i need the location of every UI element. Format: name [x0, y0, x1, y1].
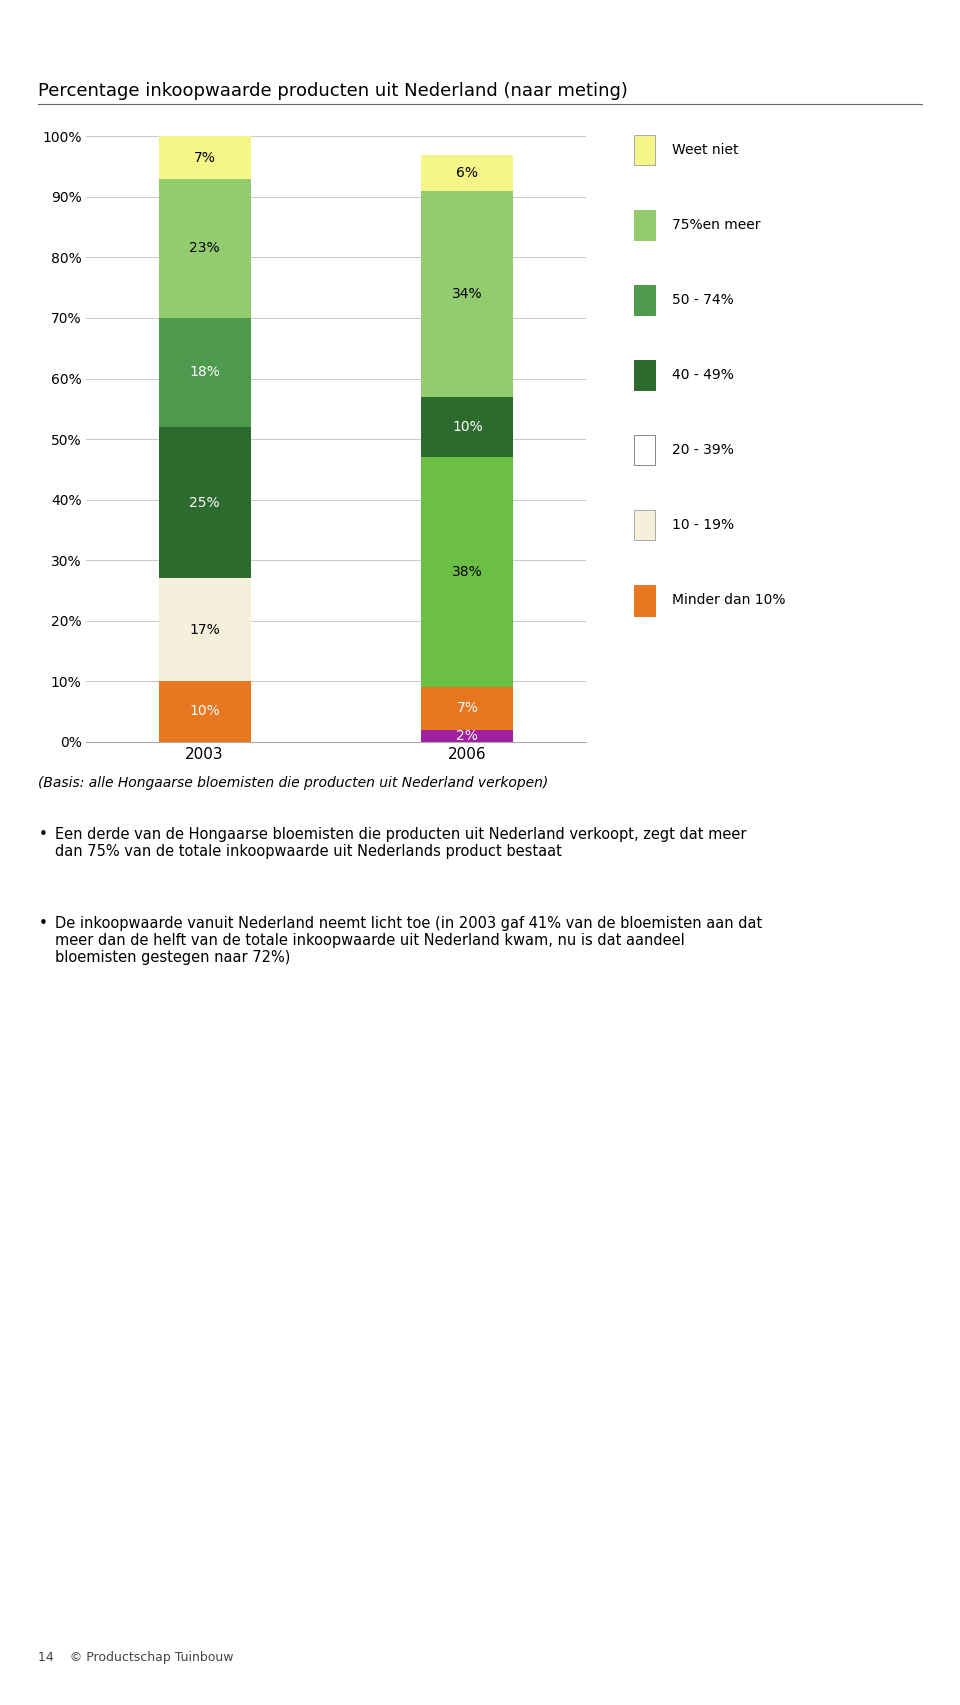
Text: Minder dan 10%: Minder dan 10%: [672, 593, 785, 607]
Text: 75%en meer: 75%en meer: [672, 218, 760, 232]
Text: 7%: 7%: [194, 150, 216, 165]
Text: 38%: 38%: [452, 564, 483, 580]
Bar: [158, 682, 251, 742]
Text: 10%: 10%: [189, 704, 220, 718]
Bar: [421, 730, 514, 742]
Text: 6%: 6%: [456, 165, 478, 179]
Text: •: •: [38, 827, 47, 842]
Bar: [158, 426, 251, 578]
Text: 23%: 23%: [189, 242, 220, 256]
Bar: [421, 397, 514, 457]
Bar: [158, 578, 251, 682]
Text: 20 - 39%: 20 - 39%: [672, 443, 733, 457]
Bar: [158, 179, 251, 317]
Text: (Basis: alle Hongaarse bloemisten die producten uit Nederland verkopen): (Basis: alle Hongaarse bloemisten die pr…: [38, 776, 549, 789]
Text: 50 - 74%: 50 - 74%: [672, 293, 733, 307]
Text: 18%: 18%: [189, 365, 220, 380]
Text: 2%: 2%: [456, 728, 478, 743]
Text: 34%: 34%: [452, 286, 483, 300]
Text: Percentage inkoopwaarde producten uit Nederland (naar meting): Percentage inkoopwaarde producten uit Ne…: [38, 82, 628, 101]
Text: 7%: 7%: [456, 701, 478, 716]
Text: 10 - 19%: 10 - 19%: [672, 518, 734, 532]
Text: •: •: [38, 916, 47, 931]
Text: 17%: 17%: [189, 622, 220, 636]
Text: 40 - 49%: 40 - 49%: [672, 368, 733, 382]
Bar: [421, 457, 514, 687]
Text: Een derde van de Hongaarse bloemisten die producten uit Nederland verkoopt, zegt: Een derde van de Hongaarse bloemisten di…: [55, 827, 746, 859]
Bar: [158, 317, 251, 426]
Bar: [158, 136, 251, 179]
Bar: [421, 687, 514, 730]
Text: 14    © Productschap Tuinbouw: 14 © Productschap Tuinbouw: [38, 1650, 234, 1664]
Text: 25%: 25%: [189, 496, 220, 510]
Text: 10%: 10%: [452, 419, 483, 435]
Bar: [421, 155, 514, 191]
Text: Weet niet: Weet niet: [672, 143, 738, 157]
Bar: [421, 191, 514, 397]
Text: De inkoopwaarde vanuit Nederland neemt licht toe (in 2003 gaf 41% van de bloemis: De inkoopwaarde vanuit Nederland neemt l…: [55, 916, 762, 965]
